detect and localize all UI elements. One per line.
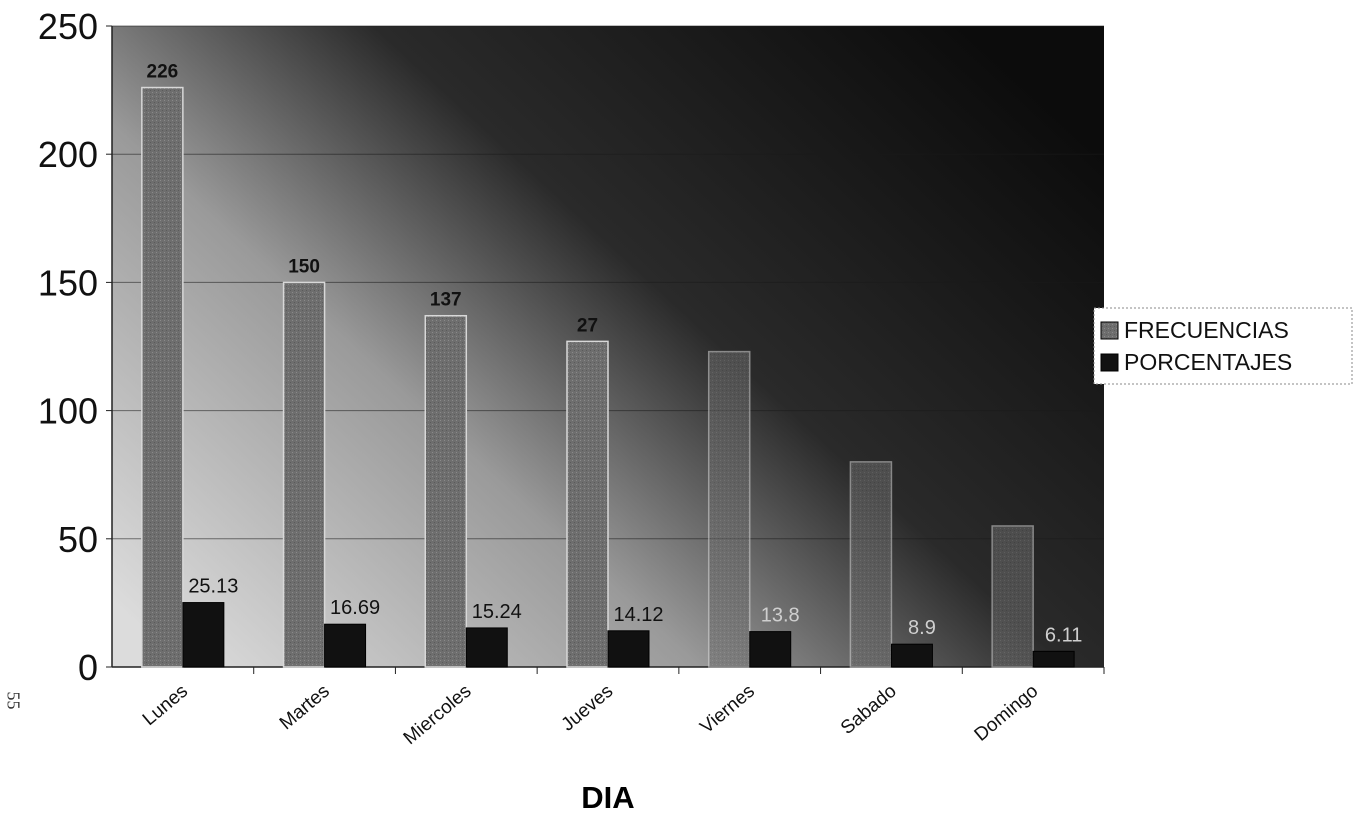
bar-frecuencias [141, 86, 184, 668]
bar-frecuencias [282, 281, 326, 668]
x-tick-label: Martes [276, 681, 334, 734]
x-tick-label: Jueves [558, 681, 618, 736]
data-label: 25.13 [188, 576, 238, 598]
bar-porcentajes [1032, 650, 1075, 668]
legend-swatch [1100, 353, 1119, 372]
data-label: 6.11 [1045, 624, 1082, 646]
x-tick-label: Viernes [696, 681, 759, 738]
data-label: 16.69 [330, 597, 380, 619]
page-number: 55 [3, 691, 24, 710]
x-tick-label: Domingo [971, 681, 1043, 746]
bar-porcentajes [465, 627, 508, 668]
x-tick-label: Sabado [837, 681, 901, 739]
bar-frecuencias [566, 340, 609, 668]
data-label: 137 [430, 290, 462, 311]
bar-porcentajes [890, 643, 933, 668]
data-label: 14.12 [613, 604, 663, 626]
bar-frecuencias [849, 461, 893, 668]
legend-label: FRECUENCIAS [1124, 317, 1289, 343]
x-tick-label: Lunes [139, 681, 192, 730]
legend-label: PORCENTAJES [1124, 349, 1292, 375]
x-tick-label: Miercoles [400, 681, 476, 749]
data-label: 150 [288, 256, 320, 277]
y-tick-label: 0 [78, 647, 98, 688]
y-tick-label: 100 [38, 391, 98, 432]
data-label: 226 [147, 62, 179, 83]
data-label: 15.24 [472, 601, 522, 623]
bar-porcentajes [324, 623, 367, 668]
data-label: 27 [577, 315, 598, 336]
y-tick-label: 150 [38, 262, 98, 303]
bar-frecuencias [991, 525, 1034, 668]
legend-box [1093, 307, 1353, 385]
data-label: 13.8 [761, 605, 800, 627]
bar-porcentajes [607, 630, 650, 668]
bar-porcentajes [749, 631, 792, 668]
y-tick-label: 50 [58, 519, 98, 560]
legend-swatch [1100, 321, 1119, 340]
bar-porcentajes [182, 602, 225, 668]
data-label: 8.9 [908, 617, 936, 639]
y-tick-label: 250 [38, 6, 98, 47]
x-axis-title: DIA [581, 780, 634, 815]
y-tick-label: 200 [38, 134, 98, 175]
bar-frecuencias [424, 314, 468, 668]
bar-frecuencias [707, 350, 751, 668]
